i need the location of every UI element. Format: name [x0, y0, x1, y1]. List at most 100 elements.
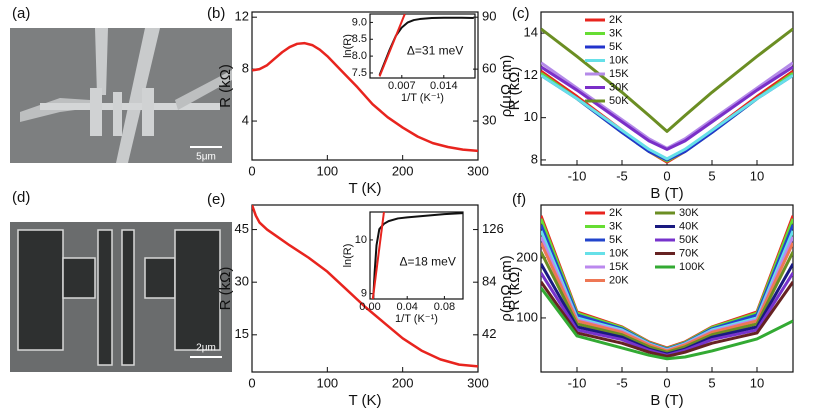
legend-label: 30K: [679, 207, 699, 219]
x-tick-label: -5: [616, 168, 628, 183]
y-tick-label: 4: [242, 112, 249, 127]
data-line: [252, 41, 478, 153]
legend-label: 100K: [679, 261, 705, 273]
x-tick-label: 0.04: [396, 301, 417, 313]
plot-frame: [251, 11, 479, 161]
y-tick-label: 15: [235, 326, 249, 341]
legend-label: 15K: [609, 261, 629, 273]
data-line: [541, 27, 793, 133]
y2-tick-label: 84: [482, 274, 496, 289]
scale-bar-label: 2μm: [196, 343, 216, 354]
y2-tick-label: 30: [482, 112, 496, 127]
y-tick-label: 8: [242, 61, 249, 76]
y-tick-label: 9: [361, 288, 367, 300]
contact: [113, 92, 122, 136]
x-axis-label: B (T): [650, 185, 683, 202]
y-axis-label: R (kΩ): [506, 67, 523, 111]
legend-label: 5K: [609, 234, 623, 246]
electrode: [116, 28, 160, 163]
micrograph-d: 2μm: [10, 222, 232, 372]
panel-label: (c): [512, 5, 530, 22]
y-tick-label: 12: [235, 9, 249, 24]
inset-frame: [369, 211, 464, 300]
x-axis-label: T (K): [348, 392, 381, 408]
panel-label: (a): [12, 5, 30, 22]
legend-label: 50K: [609, 95, 629, 107]
inset-frame: [369, 13, 476, 79]
electrode: [95, 28, 108, 95]
electrode: [17, 229, 64, 351]
x-tick-label: 100: [316, 163, 338, 178]
data-line: [372, 212, 463, 299]
x-tick-label: 100: [316, 375, 338, 390]
legend-label: 40K: [679, 220, 699, 232]
y-tick-label: 14: [524, 25, 538, 40]
electrode: [174, 229, 221, 351]
y-tick-label: 9.0: [352, 16, 367, 28]
y2-axis-label: ρ(mΩ cm): [498, 255, 515, 321]
legend-label: 10K: [609, 54, 629, 66]
x-tick-label: 10: [750, 375, 764, 390]
electrode: [144, 257, 176, 299]
x-axis-label: B (T): [650, 392, 683, 408]
x-tick-label: 0: [663, 375, 670, 390]
legend-label: 2K: [609, 207, 623, 219]
micrograph-a: 5μm: [10, 28, 232, 163]
y-tick-label: 8: [531, 151, 538, 166]
x-axis-label: T (K): [348, 180, 381, 197]
legend-label: 20K: [609, 274, 629, 286]
y-tick-label: 10: [524, 109, 538, 124]
y2-tick-label: 126: [482, 221, 504, 236]
x-axis-label: 1/T (K⁻¹): [395, 313, 438, 325]
x-axis-label: 1/T (K⁻¹): [401, 92, 444, 104]
x-tick-label: -10: [568, 375, 587, 390]
y-tick-label: 10: [355, 234, 367, 246]
y-tick-label: 8.0: [352, 50, 367, 62]
y-tick-label: 8.5: [352, 33, 367, 45]
x-tick-label: 0: [248, 375, 255, 390]
legend-label: 5K: [609, 41, 623, 53]
y-axis-label: R (kΩ): [217, 267, 234, 311]
y-tick-label: 200: [516, 249, 538, 264]
panel-label: (b): [207, 5, 225, 22]
electrode: [62, 257, 96, 299]
y-axis-label: ln(R): [342, 244, 354, 268]
x-tick-label: 10: [750, 168, 764, 183]
contact: [121, 229, 135, 366]
legend-label: 15K: [609, 68, 629, 80]
panel-label: (e): [207, 191, 225, 208]
x-tick-label: 0.007: [388, 80, 416, 92]
y-axis-label: ln(R): [342, 34, 354, 58]
data-line: [541, 74, 793, 161]
legend-label: 10K: [609, 247, 629, 259]
y-tick-label: 30: [235, 274, 249, 289]
y2-axis-label: ρ(μΩ cm): [498, 55, 515, 118]
x-tick-label: 0: [248, 163, 255, 178]
annotation: Δ=18 meV: [399, 255, 455, 269]
x-tick-label: 200: [392, 163, 414, 178]
electrode: [175, 70, 232, 110]
y-tick-label: 7.5: [352, 67, 367, 79]
contact: [142, 88, 154, 136]
x-tick-label: 0.08: [434, 301, 455, 313]
data-line: [378, 14, 406, 77]
scale-bar-label: 5μm: [196, 152, 216, 163]
y2-tick-label: 90: [482, 9, 496, 24]
data-line: [541, 65, 793, 151]
x-tick-label: 200: [392, 375, 414, 390]
data-line: [541, 61, 793, 150]
panel-label: (d): [12, 189, 30, 206]
legend-label: 50K: [679, 234, 699, 246]
x-tick-label: 0.00: [359, 301, 380, 313]
legend-label: 70K: [679, 247, 699, 259]
annotation: Δ=31 meV: [407, 43, 463, 57]
y-tick-label: 45: [235, 221, 249, 236]
data-line: [541, 287, 793, 361]
y2-tick-label: 60: [482, 61, 496, 76]
x-tick-label: 5: [708, 168, 715, 183]
sample-flake: [40, 103, 220, 110]
legend-label: 30K: [609, 81, 629, 93]
legend-label: 3K: [609, 220, 623, 232]
contact: [97, 229, 113, 366]
